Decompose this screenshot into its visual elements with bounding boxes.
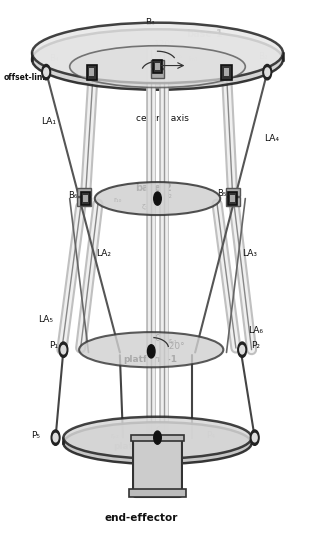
- Text: base-1: base-1: [186, 29, 222, 39]
- Bar: [77, 197, 91, 206]
- Text: O₁: O₁: [157, 58, 167, 67]
- Text: rₚ₂: rₚ₂: [111, 433, 119, 439]
- Text: central axis: central axis: [135, 115, 188, 123]
- Text: rₚ₁: rₚ₁: [169, 338, 177, 344]
- Bar: [228, 192, 237, 205]
- Text: LA₆: LA₆: [249, 326, 263, 335]
- Bar: [221, 64, 232, 79]
- Text: O₂: O₂: [162, 191, 172, 201]
- Circle shape: [42, 64, 51, 80]
- Text: B₃: B₃: [145, 18, 155, 27]
- Ellipse shape: [32, 23, 283, 83]
- Bar: [226, 187, 240, 196]
- Circle shape: [59, 342, 68, 358]
- Text: LA₁: LA₁: [42, 117, 56, 126]
- Bar: [77, 187, 91, 196]
- Text: 120°: 120°: [164, 343, 186, 352]
- Text: LA₅: LA₅: [38, 315, 53, 324]
- Text: B₂: B₂: [258, 52, 268, 61]
- Circle shape: [44, 68, 49, 77]
- FancyBboxPatch shape: [133, 436, 182, 497]
- Bar: [224, 68, 229, 76]
- Bar: [153, 60, 162, 73]
- Circle shape: [238, 342, 247, 358]
- Text: P₁: P₁: [49, 342, 58, 350]
- Text: r₁₀: r₁₀: [114, 197, 122, 203]
- Text: platform-1: platform-1: [123, 355, 177, 364]
- Text: O₃: O₃: [154, 334, 164, 343]
- Circle shape: [61, 345, 66, 354]
- Text: 120°: 120°: [162, 55, 184, 64]
- Text: ζ₁₀: ζ₁₀: [142, 204, 151, 210]
- Ellipse shape: [70, 46, 245, 88]
- Bar: [226, 197, 240, 206]
- Text: P₂: P₂: [252, 342, 261, 350]
- Text: LA₂: LA₂: [96, 249, 111, 258]
- Text: P₄: P₄: [206, 431, 215, 440]
- Bar: [230, 195, 235, 202]
- Circle shape: [265, 68, 270, 77]
- Text: O₄: O₄: [156, 426, 166, 435]
- Text: ζₚ₂: ζₚ₂: [140, 441, 150, 447]
- Text: P₅: P₅: [32, 431, 40, 440]
- Bar: [151, 60, 164, 68]
- Text: platform-2: platform-2: [114, 442, 168, 451]
- Text: LA₄: LA₄: [264, 133, 279, 143]
- Bar: [131, 435, 184, 441]
- Circle shape: [154, 192, 161, 205]
- Circle shape: [154, 431, 161, 444]
- Ellipse shape: [63, 417, 252, 458]
- Text: LA₃: LA₃: [242, 249, 257, 258]
- Circle shape: [240, 345, 244, 354]
- Bar: [151, 69, 164, 78]
- Bar: [129, 489, 186, 497]
- Bar: [155, 63, 160, 70]
- Text: offset-link: offset-link: [4, 73, 48, 82]
- Ellipse shape: [63, 422, 252, 464]
- Text: B₅: B₅: [217, 188, 226, 198]
- Circle shape: [147, 345, 155, 358]
- Text: end-effector: end-effector: [104, 514, 178, 523]
- Text: 120°: 120°: [154, 40, 176, 49]
- Bar: [83, 195, 88, 202]
- Ellipse shape: [79, 332, 223, 368]
- Circle shape: [51, 430, 60, 445]
- Text: B₆: B₆: [68, 191, 77, 201]
- Text: B₄: B₄: [49, 54, 59, 63]
- Circle shape: [53, 434, 58, 442]
- Ellipse shape: [32, 29, 283, 90]
- Text: rₘ₁: rₘ₁: [187, 54, 198, 63]
- Text: P₃: P₃: [146, 347, 154, 356]
- Circle shape: [250, 430, 259, 445]
- Ellipse shape: [95, 182, 220, 215]
- Circle shape: [263, 64, 272, 80]
- Bar: [87, 64, 97, 79]
- Bar: [81, 192, 90, 205]
- Bar: [89, 68, 94, 76]
- Text: base-2: base-2: [135, 182, 172, 192]
- Circle shape: [252, 434, 257, 442]
